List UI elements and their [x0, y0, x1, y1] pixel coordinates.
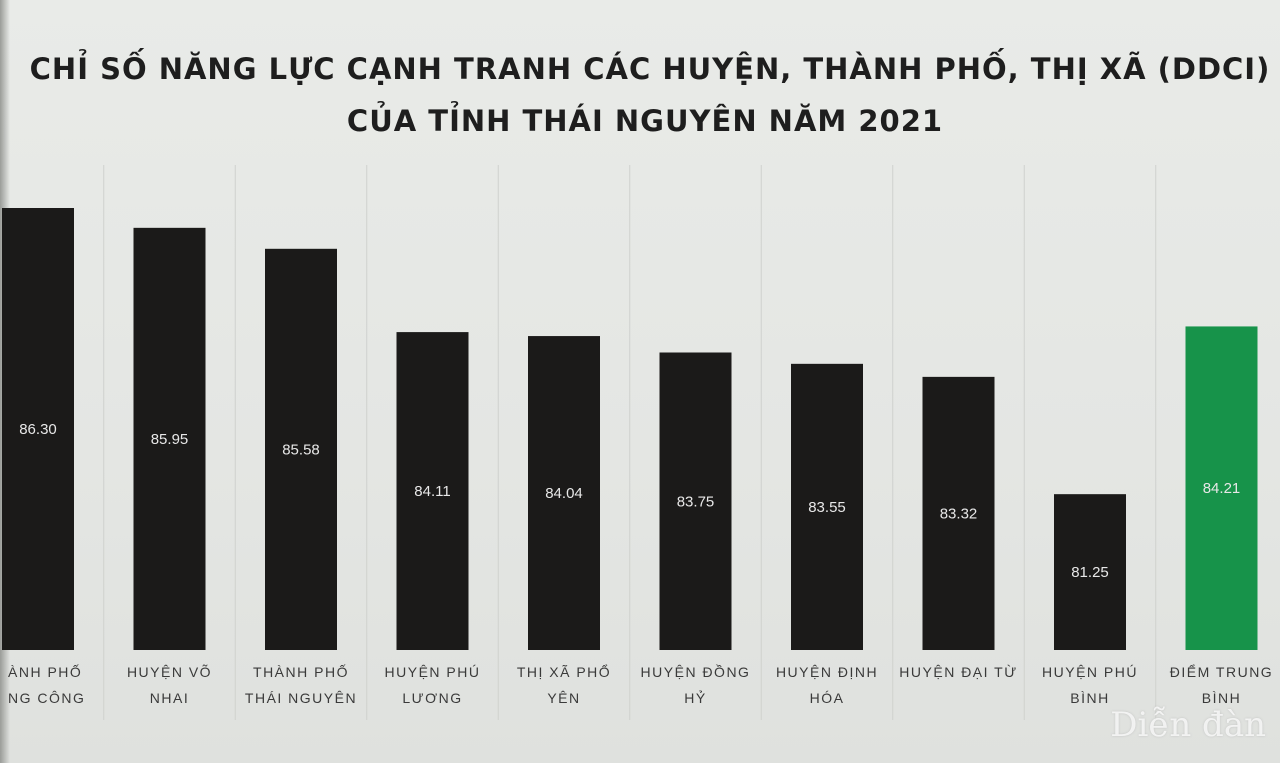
bar: [1185, 326, 1258, 650]
bar-value-label: 85.58: [282, 441, 320, 458]
category-label: BÌNH: [1202, 690, 1241, 706]
bar-value-label: 81.25: [1071, 564, 1109, 581]
bar-value-label: 84.04: [545, 485, 583, 502]
category-label: NHAI: [150, 690, 189, 706]
category-label: HUYỆN ĐẠI TỪ: [899, 664, 1017, 680]
bar: [922, 376, 995, 650]
category-label: THỊ XÃ PHỔ: [517, 663, 611, 680]
category-label: ĐIỂM TRUNG: [1170, 663, 1273, 680]
category-label: BÌNH: [1070, 690, 1109, 706]
bar-value-label: 83.32: [940, 505, 978, 522]
category-label: NG CÔNG: [8, 690, 85, 706]
bar-value-label: 83.75: [677, 493, 715, 510]
bar: [2, 208, 74, 650]
bars-layer: [2, 208, 1258, 651]
category-label: HUYỆN PHÚ: [1042, 664, 1138, 680]
category-label: LƯƠNG: [402, 690, 462, 706]
bar: [528, 336, 600, 650]
bar: [1054, 494, 1126, 650]
category-label: HUYỆN ĐỒNG: [641, 663, 751, 680]
category-label: HUYỆN VÕ: [127, 664, 212, 680]
grid-layer: [103, 165, 1157, 720]
watermark-logo: Diễn đàn: [1110, 705, 1266, 745]
bar: [659, 352, 732, 650]
category-label: YÊN: [547, 690, 580, 706]
category-label: HUYỆN PHÚ: [385, 664, 481, 680]
chart-title: CHỈ SỐ NĂNG LỰC CẠNH TRANH CÁC HUYỆN, TH…: [29, 52, 1271, 86]
value-labels-layer: 86.30 85.95 85.58 84.11 84.04 83.75 83.55 83.32…: [19, 421, 1240, 581]
category-label: THÁI NGUYÊN: [245, 690, 357, 706]
bar-value-label: 86.30: [19, 421, 57, 438]
category-label: HỶ: [684, 690, 706, 706]
category-label: HÓA: [810, 690, 845, 706]
bar-value-label: 84.11: [414, 483, 450, 500]
bar: [133, 227, 206, 651]
bar-value-label: 85.95: [151, 431, 189, 448]
category-label: HUYỆN ĐỊNH: [776, 664, 878, 680]
category-label: THÀNH PHỐ: [253, 663, 349, 680]
category-label: ÀNH PHỐ: [8, 663, 82, 680]
bar: [265, 248, 337, 651]
category-labels-layer: ÀNH PHỐ NG CÔNG HUYỆN VÕ NHAI THÀNH PHỐ THÁI …: [8, 663, 1273, 706]
bar: [396, 332, 469, 650]
bar: [791, 363, 863, 650]
chart-subtitle: CỦA TỈNH THÁI NGUYÊN NĂM 2021: [346, 104, 944, 138]
bar-value-label: 84.21: [1203, 480, 1241, 497]
bar-value-label: 83.55: [808, 499, 846, 516]
